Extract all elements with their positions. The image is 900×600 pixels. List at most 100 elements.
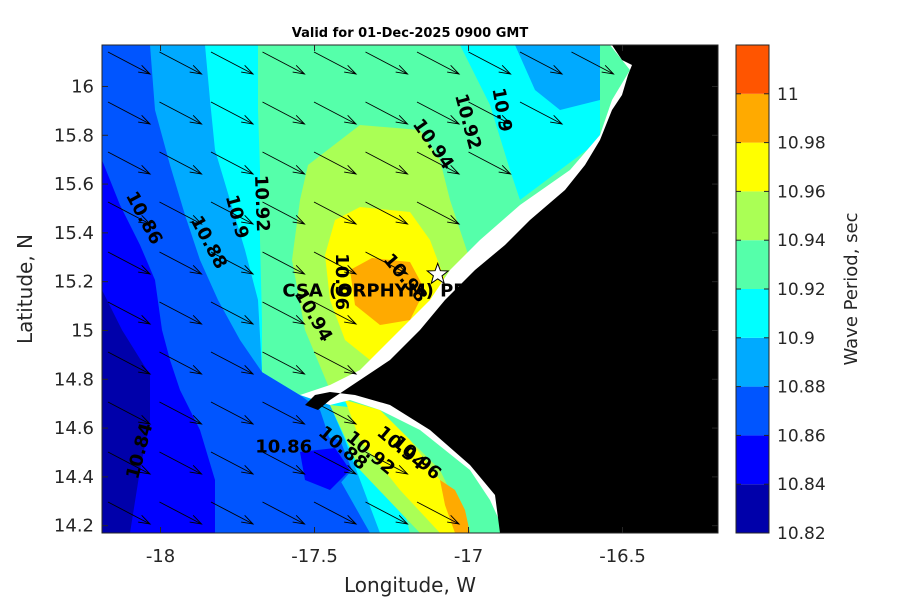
- wave-arrow-head: [292, 515, 306, 525]
- wave-arrow: [159, 351, 202, 375]
- wave-arrow-head: [550, 115, 564, 125]
- wave-arrow: [262, 251, 305, 275]
- wave-arrow-head: [138, 115, 152, 125]
- wave-arrow-head: [241, 115, 255, 125]
- wave-arrow-head: [138, 265, 152, 275]
- colorbar-swatch: [736, 289, 769, 338]
- wave-arrow: [313, 401, 357, 425]
- wave-arrow: [262, 51, 305, 75]
- wave-arrow-head: [138, 415, 152, 425]
- wave-arrow: [107, 401, 151, 425]
- wave-arrow: [313, 151, 357, 175]
- y-tick-label: 15: [71, 320, 94, 341]
- coastline: [300, 45, 718, 533]
- wave-arrow: [210, 151, 254, 175]
- wave-arrow: [468, 101, 511, 125]
- colorbar-label: Wave Period, sec: [841, 212, 862, 365]
- wave-arrow-head: [241, 515, 255, 525]
- wave-arrow-head: [292, 65, 306, 75]
- wave-arrow: [262, 301, 305, 325]
- colorbar-swatch: [736, 435, 769, 485]
- wave-arrow: [571, 51, 614, 75]
- wave-arrow-head: [292, 115, 306, 125]
- x-axis-label: Longitude, W: [344, 573, 476, 597]
- colorbar-tick-label: 11: [777, 85, 799, 105]
- wave-arrow: [416, 501, 460, 525]
- wave-arrow: [107, 251, 151, 275]
- wave-arrow: [210, 201, 254, 225]
- x-tick-label: -17: [454, 546, 483, 567]
- wave-arrow: [262, 101, 305, 125]
- wave-arrow: [210, 451, 254, 475]
- wave-arrow-head: [344, 115, 358, 125]
- wave-arrow-head: [395, 215, 409, 225]
- wave-arrow: [159, 151, 202, 175]
- contour-label: 10.92: [250, 175, 273, 233]
- wave-arrow: [159, 51, 202, 75]
- y-tick-label: 14.4: [54, 467, 94, 488]
- wave-arrow-head: [344, 415, 358, 425]
- colorbar-tick-label: 10.98: [777, 134, 826, 154]
- wave-arrow-head: [189, 315, 203, 325]
- wave-arrow-head: [189, 115, 203, 125]
- wave-arrow-head: [138, 65, 152, 75]
- wave-arrow: [416, 51, 460, 75]
- wave-arrow: [159, 201, 202, 225]
- wave-arrow: [416, 201, 460, 225]
- x-tick-label: -17.5: [291, 546, 338, 567]
- wave-arrow-head: [447, 515, 461, 525]
- wave-arrow: [365, 501, 408, 525]
- wave-arrow: [365, 251, 408, 275]
- y-tick-label: 15.2: [54, 272, 94, 293]
- x-axis-ticks: -18 -17.5 -17 -16.5: [146, 45, 646, 567]
- wave-arrow: [159, 301, 202, 325]
- colorbar-tick-label: 10.82: [777, 524, 826, 544]
- wave-arrow: [313, 501, 357, 525]
- wave-arrow: [159, 401, 202, 425]
- y-tick-label: 16: [71, 76, 94, 97]
- wave-arrow-head: [447, 165, 461, 175]
- wave-arrow: [159, 451, 202, 475]
- wave-arrow-head: [344, 65, 358, 75]
- wave-arrow-head: [241, 415, 255, 425]
- wave-arrow: [365, 451, 408, 475]
- y-tick-label: 14.8: [54, 369, 94, 390]
- wave-arrow: [262, 401, 305, 425]
- x-tick-label: -18: [146, 546, 175, 567]
- colorbar-swatch: [736, 337, 769, 387]
- wave-arrow: [107, 151, 151, 175]
- wave-arrow-head: [344, 165, 358, 175]
- wave-arrow-head: [138, 315, 152, 325]
- wave-arrow-head: [344, 465, 358, 475]
- wave-arrow-head: [138, 465, 152, 475]
- wave-arrow-head: [189, 165, 203, 175]
- contour-band-10-98: [350, 258, 425, 325]
- contour-band-10-96-coast: [345, 400, 465, 533]
- wave-arrow-head: [550, 65, 564, 75]
- wave-arrow-head: [498, 115, 512, 125]
- wave-arrow: [159, 101, 202, 125]
- wave-arrow: [313, 251, 357, 275]
- wave-arrow: [519, 101, 563, 125]
- wave-arrow-head: [344, 315, 358, 325]
- wave-arrow-head: [241, 65, 255, 75]
- station: CSA (ORPHYM) PPL EP: [282, 261, 510, 301]
- x-tick-label: -16.5: [599, 546, 646, 567]
- colorbar-tick-label: 10.84: [777, 475, 826, 495]
- wave-arrow-head: [241, 315, 255, 325]
- colorbar-swatch: [736, 142, 769, 192]
- wave-arrow: [313, 201, 357, 225]
- wave-arrow-head: [189, 265, 203, 275]
- wave-arrow: [313, 451, 357, 475]
- wave-arrow: [210, 351, 254, 375]
- wave-arrow-head: [395, 165, 409, 175]
- wave-arrow: [262, 451, 305, 475]
- wave-arrow-head: [292, 365, 306, 375]
- wave-arrow-head: [395, 265, 409, 275]
- y-axis-label: Latitude, N: [13, 234, 37, 344]
- wave-arrow: [262, 201, 305, 225]
- colorbar-tick-label: 10.88: [777, 378, 826, 398]
- colorbar-tick-label: 10.92: [777, 280, 826, 300]
- wave-arrow-head: [138, 515, 152, 525]
- wave-arrow-head: [344, 365, 358, 375]
